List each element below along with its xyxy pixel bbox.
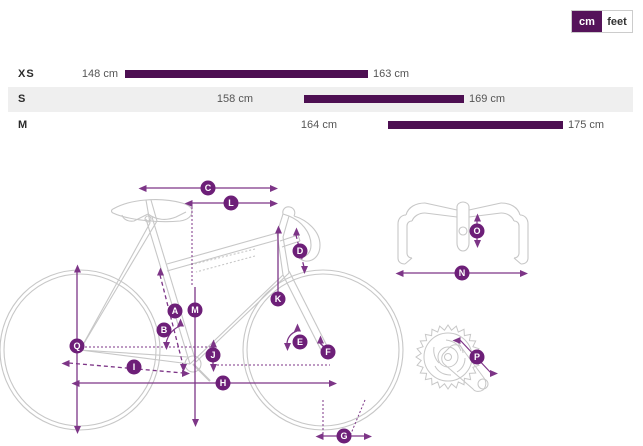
svg-text:E: E — [297, 337, 303, 347]
svg-text:K: K — [275, 294, 282, 304]
svg-text:H: H — [220, 378, 227, 388]
svg-text:O: O — [473, 226, 480, 236]
svg-text:D: D — [297, 246, 304, 256]
svg-text:P: P — [474, 352, 480, 362]
svg-text:G: G — [340, 431, 347, 441]
svg-text:Q: Q — [73, 341, 80, 351]
svg-text:I: I — [133, 362, 136, 372]
svg-text:F: F — [325, 347, 331, 357]
svg-text:J: J — [210, 350, 215, 360]
svg-text:C: C — [205, 183, 212, 193]
svg-text:N: N — [459, 268, 466, 278]
svg-text:L: L — [228, 198, 234, 208]
svg-text:M: M — [191, 305, 199, 315]
svg-text:A: A — [172, 306, 179, 316]
svg-text:B: B — [161, 325, 168, 335]
